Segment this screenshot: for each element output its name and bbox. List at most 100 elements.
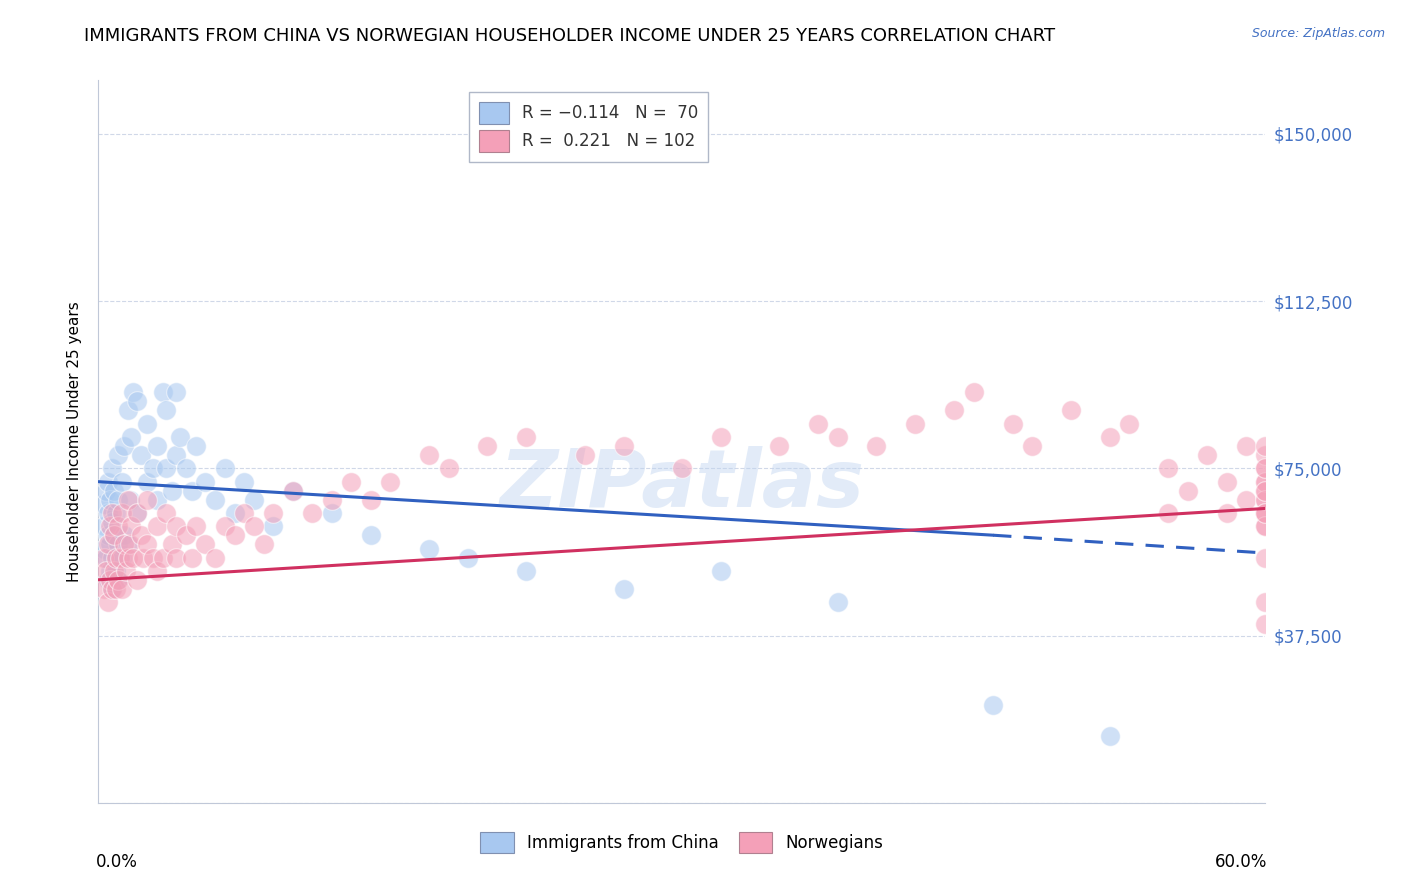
Point [121, 519, 143, 533]
Point [1254, 519, 1277, 533]
Point [1060, 403, 1083, 417]
Point [117, 550, 139, 565]
Point [1254, 506, 1277, 520]
Point [162, 483, 184, 498]
Point [142, 461, 165, 475]
Point [104, 550, 127, 565]
Point [1254, 519, 1277, 533]
Point [233, 475, 256, 489]
Point [184, 439, 207, 453]
Point [1254, 595, 1277, 609]
Point [321, 492, 343, 507]
Point [613, 439, 636, 453]
Point [107, 519, 129, 533]
Point [214, 461, 236, 475]
Point [98, 573, 121, 587]
Point [827, 595, 849, 609]
Point [96, 564, 118, 578]
Point [1254, 617, 1277, 632]
Point [97, 506, 120, 520]
Point [710, 430, 733, 444]
Point [97, 528, 120, 542]
Point [107, 573, 129, 587]
Point [214, 519, 236, 533]
Point [1234, 439, 1257, 453]
Point [97, 475, 120, 489]
Point [243, 492, 266, 507]
Point [204, 492, 226, 507]
Point [107, 537, 129, 551]
Point [1254, 475, 1277, 489]
Point [360, 492, 382, 507]
Point [136, 492, 159, 507]
Point [194, 537, 217, 551]
Point [107, 492, 129, 507]
Point [301, 506, 323, 520]
Point [174, 461, 197, 475]
Point [127, 394, 149, 409]
Point [97, 595, 120, 609]
Point [136, 537, 159, 551]
Point [262, 519, 284, 533]
Text: 60.0%: 60.0% [1215, 854, 1268, 871]
Point [1254, 461, 1277, 475]
Point [1021, 439, 1043, 453]
Point [127, 506, 149, 520]
Point [1098, 729, 1121, 743]
Point [1254, 461, 1277, 475]
Point [165, 519, 187, 533]
Point [93, 582, 115, 596]
Point [613, 582, 636, 596]
Point [1254, 448, 1277, 462]
Point [117, 537, 139, 551]
Point [103, 564, 125, 578]
Point [1098, 430, 1121, 444]
Point [98, 492, 121, 507]
Point [1254, 506, 1277, 520]
Point [1195, 448, 1218, 462]
Point [121, 430, 143, 444]
Point [1254, 506, 1277, 520]
Point [1254, 492, 1277, 507]
Point [146, 439, 169, 453]
Point [165, 550, 187, 565]
Point [904, 417, 927, 431]
Point [243, 519, 266, 533]
Point [281, 483, 304, 498]
Point [129, 448, 152, 462]
Point [136, 475, 159, 489]
Point [103, 573, 125, 587]
Point [827, 430, 849, 444]
Point [1254, 492, 1277, 507]
Point [107, 448, 129, 462]
Point [1254, 550, 1277, 565]
Point [418, 448, 440, 462]
Point [146, 492, 169, 507]
Point [253, 537, 276, 551]
Point [155, 461, 177, 475]
Point [108, 550, 131, 565]
Point [103, 483, 125, 498]
Point [360, 528, 382, 542]
Point [104, 582, 127, 596]
Legend: Immigrants from China, Norwegians: Immigrants from China, Norwegians [474, 826, 890, 860]
Point [142, 550, 165, 565]
Point [127, 506, 149, 520]
Point [865, 439, 887, 453]
Point [180, 550, 202, 565]
Point [152, 385, 174, 400]
Point [111, 475, 134, 489]
Point [132, 550, 155, 565]
Point [118, 537, 141, 551]
Point [101, 506, 124, 520]
Point [807, 417, 830, 431]
Point [101, 582, 124, 596]
Point [1118, 417, 1140, 431]
Point [93, 541, 115, 556]
Point [233, 506, 256, 520]
Point [152, 550, 174, 565]
Point [101, 582, 124, 596]
Point [1215, 506, 1237, 520]
Point [943, 403, 966, 417]
Point [114, 564, 136, 578]
